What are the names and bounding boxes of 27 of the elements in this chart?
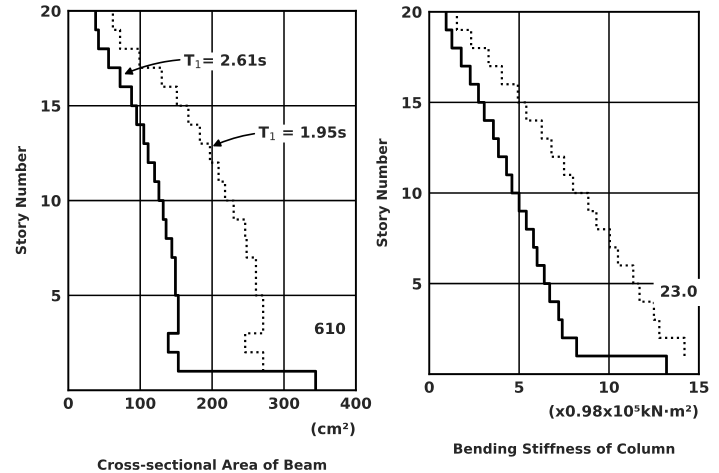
y-tick-label: 10: [42, 195, 61, 207]
annotation: T$_{1}$= 2.61s: [184, 54, 266, 68]
x-tick-label: 0: [64, 397, 73, 409]
y-tick-label: 20: [41, 5, 61, 17]
x-tick-label: 400: [340, 397, 372, 409]
x-tick-label: 0: [424, 381, 434, 393]
x-tick-label: 10: [600, 381, 619, 393]
y-tick-label: 5: [412, 278, 422, 290]
y-tick-label: 15: [402, 97, 422, 108]
annotation: T$_{1}$ = 1.95s: [258, 126, 346, 140]
x-tick-label: 200: [197, 397, 228, 409]
x-axis-title: Cross-sectional Area of Beam: [98, 459, 326, 470]
y-tick-label: 20: [402, 6, 422, 18]
y-axis-title: Story Number: [15, 146, 29, 254]
y-tick-label: 10: [402, 187, 422, 200]
x-tick-label: 5: [514, 382, 524, 393]
annotation: 610: [314, 322, 346, 334]
text: (cm²): [312, 422, 355, 436]
y-tick-label: 5: [52, 290, 60, 302]
text: (x0.98x10⁵kN·m²): [550, 404, 698, 419]
y-tick-label: 15: [42, 100, 60, 112]
y-axis-title: Story Number: [376, 138, 390, 247]
x-tick-label: 300: [269, 397, 300, 409]
x-tick-label: 100: [126, 397, 156, 409]
annotation: 23.0: [661, 285, 697, 297]
x-tick-label: 15: [690, 382, 708, 393]
x-axis-title: Bending Stiffness of Column: [454, 443, 674, 457]
